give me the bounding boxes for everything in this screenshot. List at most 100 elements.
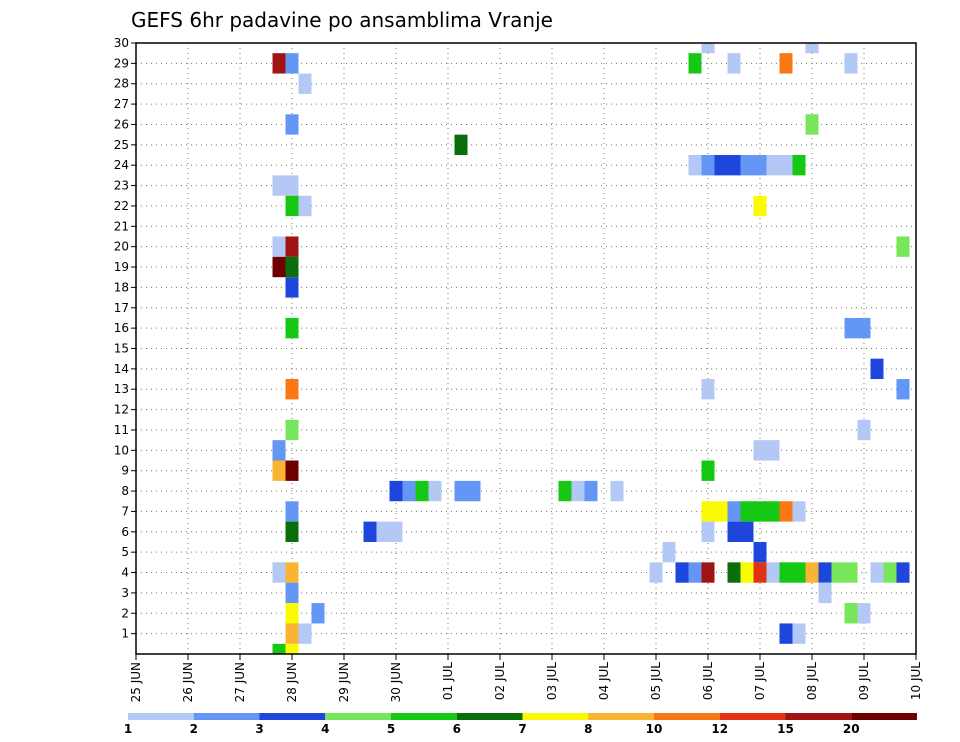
y-tick-label: 13 [114, 382, 129, 396]
precip-cell [272, 440, 286, 461]
x-tick-label: 01 JUL [441, 662, 455, 700]
y-tick-label: 15 [114, 342, 129, 356]
legend-swatch [456, 713, 523, 720]
precip-cell [662, 541, 676, 563]
precip-cell [883, 562, 897, 583]
y-tick-label: 28 [114, 77, 129, 91]
legend-swatch [128, 713, 194, 720]
precip-cell [311, 603, 325, 624]
legend-level-label: 5 [387, 722, 395, 736]
precip-cell [285, 419, 299, 441]
precip-cell [454, 134, 468, 156]
precip-cell [870, 562, 884, 583]
precip-cell [272, 460, 286, 481]
precip-cell [649, 562, 663, 583]
precip-cell [285, 114, 299, 135]
precip-cell [779, 562, 793, 583]
y-tick-label: 9 [121, 464, 129, 478]
y-tick-label: 26 [114, 117, 129, 131]
legend-swatch [588, 713, 654, 720]
precip-cell [740, 155, 754, 176]
precip-cell [779, 155, 793, 176]
precip-cell [285, 521, 299, 542]
precip-cell [857, 317, 871, 339]
precip-cell [272, 175, 286, 196]
precip-cell [740, 501, 754, 522]
precip-cell [285, 277, 299, 298]
legend-level-label: 15 [777, 722, 794, 736]
precip-cell [285, 643, 299, 654]
legend-swatch [654, 713, 720, 720]
legend-swatch [391, 713, 457, 720]
precip-cell [467, 480, 481, 502]
precip-cell [298, 73, 312, 94]
precip-cell [701, 501, 715, 522]
precip-cell [753, 541, 767, 563]
legend-level-label: 7 [518, 722, 526, 736]
legend-swatch [719, 713, 786, 720]
precip-cell [285, 460, 299, 481]
y-tick-label: 20 [114, 240, 129, 254]
precip-cell [844, 603, 858, 624]
precip-cell [272, 643, 286, 654]
legend-level-label: 10 [646, 722, 663, 736]
precip-cell [753, 440, 767, 461]
y-tick-label: 2 [121, 606, 129, 620]
precip-cell [285, 501, 299, 522]
precip-cell [727, 562, 741, 583]
x-tick-label: 06 JUL [701, 662, 715, 700]
precip-cell [285, 236, 299, 257]
x-tick-label: 28 JUN [285, 662, 299, 702]
precip-cell [753, 155, 767, 176]
precip-cell [844, 317, 858, 339]
precip-cell [701, 562, 715, 583]
legend-level-label: 2 [190, 722, 198, 736]
color-legend: 1 2 3 4 5 6 7 8 10 12 15 20 [124, 713, 917, 736]
precip-cell [688, 53, 702, 74]
precip-cell [285, 195, 299, 217]
y-tick-label: 6 [121, 525, 129, 539]
x-tick-label: 08 JUL [805, 662, 819, 700]
precip-cell [298, 195, 312, 217]
precip-cell [779, 501, 793, 522]
precip-cell [805, 43, 819, 54]
x-tick-label: 30 JUN [389, 662, 403, 702]
precip-cell [831, 562, 845, 583]
precip-cell [701, 43, 715, 54]
precip-cell [285, 623, 299, 644]
y-tick-label: 14 [114, 362, 129, 376]
grid-lines [136, 43, 916, 654]
precip-cell [714, 155, 728, 176]
precip-cell [389, 480, 403, 502]
precip-cell [753, 195, 767, 217]
precip-cell [727, 521, 741, 542]
precip-cell [792, 155, 806, 176]
legend-swatch [785, 713, 852, 720]
y-tick-label: 27 [114, 97, 129, 111]
precip-cell [727, 501, 741, 522]
precip-cell [285, 53, 299, 74]
y-tick-label: 5 [121, 545, 129, 559]
precip-cell [740, 521, 754, 542]
y-tick-label: 21 [114, 219, 129, 233]
legend-swatch [259, 713, 326, 720]
precip-cell [792, 623, 806, 644]
y-tick-label: 10 [114, 443, 129, 457]
precip-cell [363, 521, 377, 542]
y-tick-label: 29 [114, 56, 129, 70]
y-tick-label: 12 [114, 403, 129, 417]
y-tick-label: 25 [114, 138, 129, 152]
precip-cell [389, 521, 403, 542]
y-tick-label: 4 [121, 566, 129, 580]
y-tick-label: 3 [121, 586, 129, 600]
precip-cell [272, 562, 286, 583]
precip-cell [272, 53, 286, 74]
precip-cell [272, 236, 286, 257]
precip-cell [610, 480, 624, 502]
precip-cell [714, 501, 728, 522]
precip-cell [675, 562, 689, 583]
precip-cell [727, 155, 741, 176]
y-tick-label: 18 [114, 280, 129, 294]
precip-cell [753, 501, 767, 522]
